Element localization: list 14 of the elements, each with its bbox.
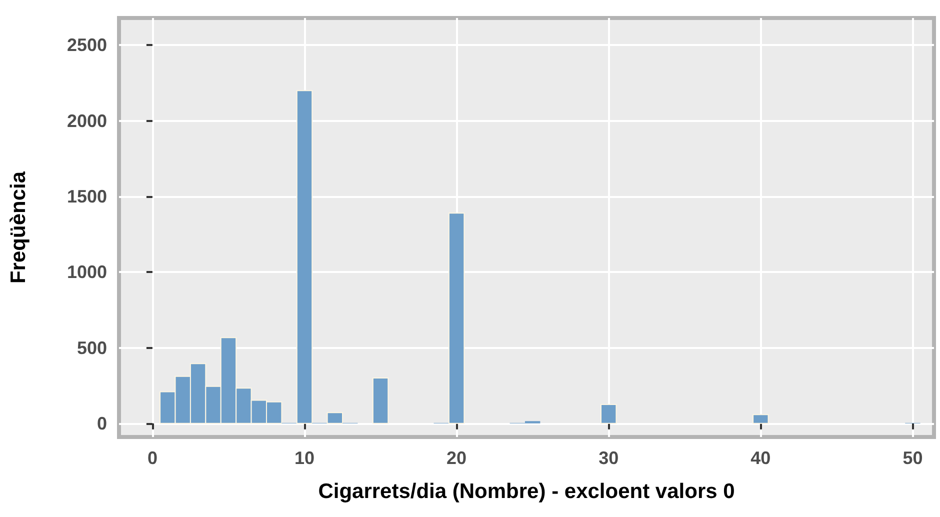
y-axis-title: Freqüència [7,171,30,284]
x-tick-label: 20 [446,448,467,468]
x-tick-label: 10 [294,448,315,468]
y-tick-label: 500 [76,338,107,358]
y-tick-label: 1500 [66,186,107,206]
y-tick-label: 0 [96,413,107,434]
x-tick-label: 30 [598,448,619,468]
y-tick-label: 2500 [66,35,107,56]
y-tick-label: 1000 [66,262,107,282]
x-axis-title: Cigarrets/dia (Nombre) - excloent valors 0 [318,480,735,503]
y-tick-label: 2000 [66,110,107,131]
x-tick-label: 40 [750,448,771,468]
x-tick-label: 0 [147,448,158,468]
x-tick-label: 50 [902,448,923,468]
